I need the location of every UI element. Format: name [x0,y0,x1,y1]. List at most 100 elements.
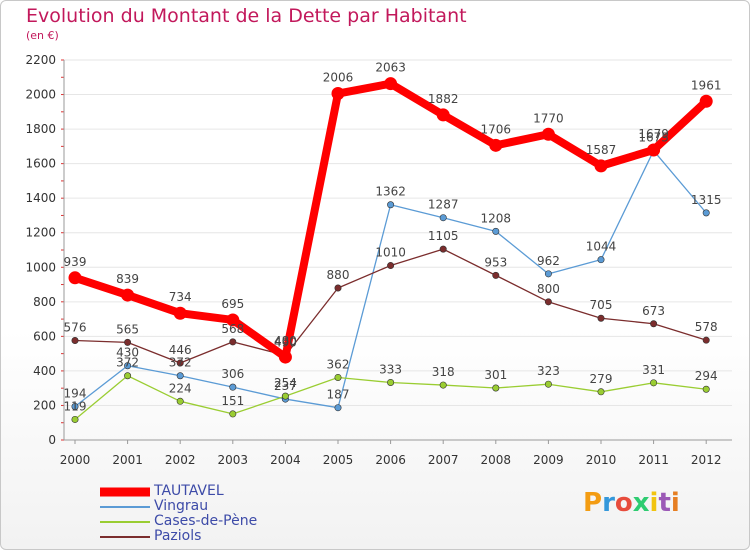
data-point [541,127,555,141]
data-label: 294 [695,369,718,383]
data-label: 565 [116,322,139,336]
y-tick-label: 1000 [25,260,56,274]
data-label: 372 [169,356,192,370]
data-label: 1208 [481,211,512,225]
y-tick-label: 0 [48,433,56,447]
legend-label: Paziols [154,528,202,544]
data-point [702,336,710,344]
data-point [121,288,135,302]
data-label: 372 [116,356,139,370]
data-point [124,362,132,370]
data-label: 430 [116,346,139,360]
data-label: 119 [64,399,87,413]
data-point [702,385,710,393]
data-point [650,379,658,387]
x-tick-label: 2004 [270,453,301,467]
data-point [650,320,658,328]
data-label: 490 [274,335,297,349]
data-label: 734 [169,290,192,304]
data-point [544,298,552,306]
data-label: 1362 [375,185,406,199]
data-point [647,143,661,157]
data-label: 1882 [428,92,459,106]
x-tick-label: 2000 [60,453,91,467]
data-label: 331 [642,363,665,377]
data-label: 306 [221,367,244,381]
data-point [387,378,395,386]
data-label: 2063 [375,61,406,75]
data-label: 1287 [428,198,459,212]
data-label: 224 [169,381,192,395]
data-label: 2006 [323,71,354,85]
data-label: 962 [537,254,560,268]
data-point [334,404,342,412]
x-tick-label: 2006 [375,453,406,467]
data-label: 362 [327,357,350,371]
data-point [229,383,237,391]
data-label: 1105 [428,229,459,243]
y-tick-label: 600 [33,329,56,343]
data-label: 673 [642,304,665,318]
data-point [331,87,345,101]
logo-letter: r [602,488,615,518]
data-label: 480 [274,334,297,348]
data-point [229,338,237,346]
y-tick-label: 2200 [25,53,56,67]
data-label: 939 [64,255,87,269]
data-point [226,313,240,327]
y-tick-label: 200 [33,398,56,412]
line-chart: 0 200 400 600 800 1000 1200 1400 1600 1800 2000 220… [25,53,732,467]
data-point [699,94,713,108]
y-tick-label: 1800 [25,122,56,136]
y-tick-label: 800 [33,295,56,309]
data-point [489,138,503,152]
data-point [492,384,500,392]
data-point [597,256,605,264]
data-point [439,381,447,389]
data-point [71,415,79,423]
data-point [544,270,552,278]
data-label: 880 [327,268,350,282]
data-point [176,397,184,405]
data-label: 576 [64,321,87,335]
data-point [281,392,289,400]
x-tick-label: 2008 [481,453,512,467]
x-tick-labels: 2000 2001 2002 2003 2004 2005 2006 2007 2008 2009… [60,453,722,467]
data-label: 318 [432,365,455,379]
data-label: 1315 [691,193,722,207]
x-tick-label: 2012 [691,453,722,467]
data-label: 323 [537,364,560,378]
legend-swatch [100,520,150,523]
data-label: 194 [64,386,87,400]
data-label: 237 [274,379,297,393]
data-label: 1770 [533,111,564,125]
data-label: 1044 [586,240,617,254]
data-label: 151 [221,394,244,408]
x-tick-label: 2002 [165,453,196,467]
series-points [68,77,713,423]
data-label: 839 [116,272,139,286]
x-tick-label: 2010 [586,453,617,467]
data-point [387,201,395,209]
data-label: 301 [484,368,507,382]
data-point [173,306,187,320]
data-label: 695 [221,297,244,311]
data-label: 279 [590,372,613,386]
x-tick-label: 2005 [323,453,354,467]
data-point [334,373,342,381]
data-point [334,284,342,292]
data-point [278,350,292,364]
x-tick-label: 2003 [218,453,249,467]
data-label: 446 [169,343,192,357]
data-point [176,372,184,380]
data-point [176,359,184,367]
legend-swatch [100,487,150,496]
logo-letter: i [670,488,680,518]
data-label: 1010 [375,246,406,260]
data-label: 254 [274,376,297,390]
data-label: 578 [695,320,718,334]
data-point [124,372,132,380]
data-point [436,108,450,122]
data-label: 705 [590,298,613,312]
